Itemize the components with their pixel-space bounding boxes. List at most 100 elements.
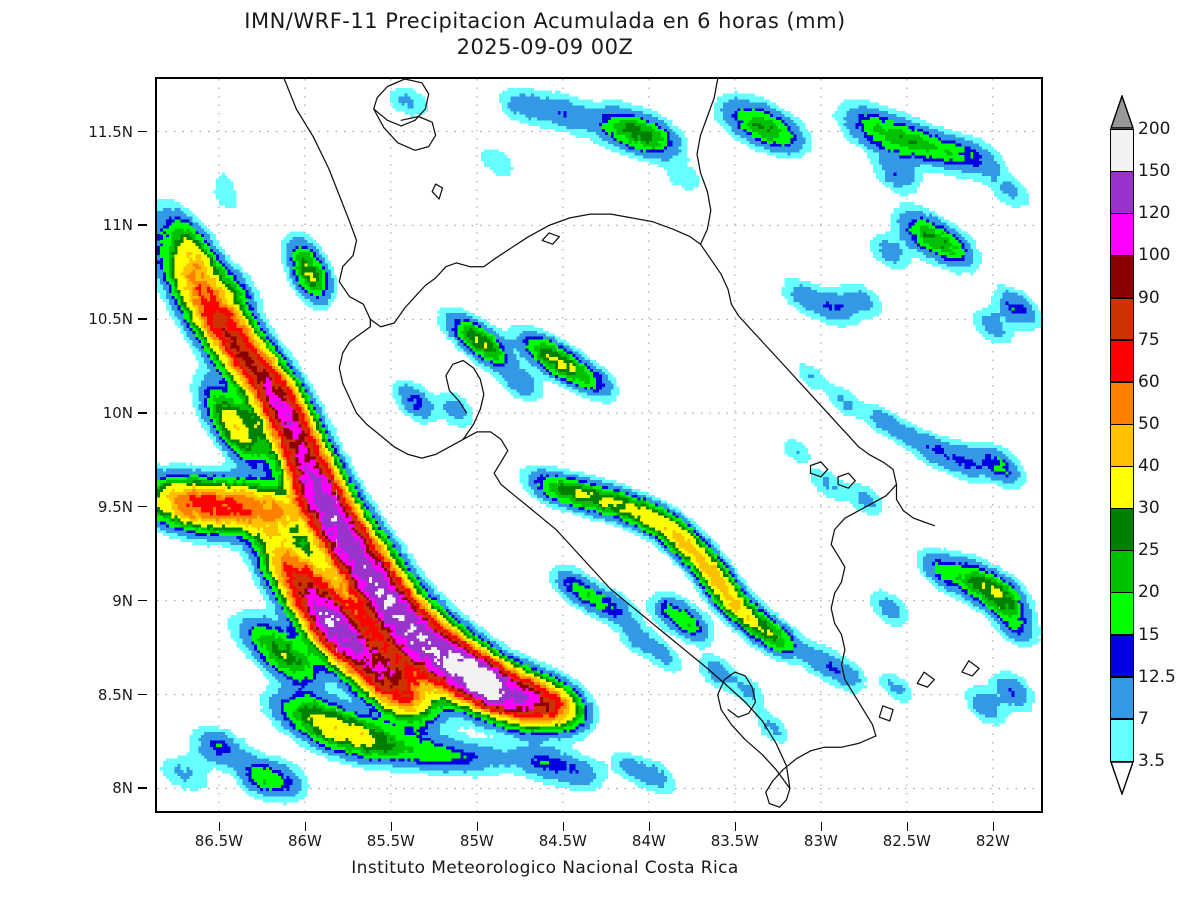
colorbar-over-arrow: [1110, 93, 1134, 129]
x-axis-tick-label: 85W: [459, 832, 494, 850]
y-axis-tick-mark: [138, 599, 147, 602]
precipitation-field: [157, 79, 1041, 811]
colorbar-tick-label: 30: [1138, 498, 1160, 519]
colorbar-segment: [1110, 676, 1134, 720]
y-axis-tick-label: 10.5N: [88, 310, 133, 329]
colorbar-tick-label: 150: [1138, 161, 1171, 182]
colorbar-segment: [1110, 213, 1134, 256]
y-axis-tick-mark: [138, 224, 147, 226]
coastline-segment: [961, 660, 980, 677]
x-axis-tick-label: 86W: [287, 832, 322, 850]
y-axis-labels: 11.5N 11N 10.5N 10N 9.5N 9N 8.5N 8N: [0, 77, 147, 813]
y-axis-tick-label: 9N: [112, 591, 133, 610]
colorbar-segment: [1110, 297, 1134, 341]
colorbar-tick-label: 200: [1138, 119, 1171, 139]
y-axis-tick-label: 11.5N: [88, 122, 133, 141]
title-line-2: 2025-09-09 00Z: [456, 35, 634, 59]
coastline-segment: [541, 232, 561, 245]
y-axis-tick-label: 9.5N: [97, 497, 133, 516]
x-axis-tick-mark: [562, 822, 565, 831]
x-axis-tick-label: 84.5W: [538, 832, 587, 850]
precip-band: [263, 377, 541, 712]
colorbar-segment: [1110, 171, 1134, 214]
coastline-segment: [699, 243, 936, 527]
title-line-1: IMN/WRF-11 Precipitacion Acumulada en 6 …: [244, 9, 846, 33]
coastline-segment: [809, 461, 829, 478]
precip-band: [165, 251, 750, 736]
x-axis-tick-mark: [648, 822, 651, 831]
coastline-segment: [765, 735, 877, 808]
y-axis-tick-mark: [138, 505, 147, 508]
coastline-segment: [878, 705, 894, 722]
colorbar-tick-label: 40: [1138, 456, 1160, 477]
colorbar-segment: [1110, 129, 1134, 172]
precip-band: [221, 327, 549, 712]
coastline-segment: [373, 108, 437, 151]
colorbar-segment: [1110, 339, 1134, 383]
colorbar-segment: [1110, 423, 1134, 467]
y-axis-tick-label: 8.5N: [97, 685, 133, 704]
colorbar-tick-label: 3.5: [1138, 751, 1166, 771]
x-axis-tick-label: 83W: [803, 832, 838, 850]
coastline-segment: [462, 431, 791, 790]
colorbar-tick-label: 20: [1138, 582, 1160, 603]
y-axis-tick-label: 10N: [102, 404, 133, 423]
x-axis-tick-label: 86.5W: [194, 832, 244, 850]
coastline-segment: [283, 79, 371, 320]
colorbar-segment: [1110, 255, 1134, 299]
coastline-segment: [338, 318, 464, 459]
y-axis-tick-label: 11N: [102, 216, 133, 235]
x-axis-tick-mark: [734, 822, 737, 831]
colorbar-tick-label: 25: [1138, 540, 1160, 561]
coastline-segment: [837, 472, 856, 489]
coastline-borders: [283, 79, 980, 808]
colorbar-segment: [1110, 718, 1134, 762]
x-axis-tick-mark: [390, 822, 393, 831]
y-axis-tick-mark: [138, 693, 147, 696]
colorbar-segment: [1110, 634, 1134, 678]
x-axis-tick-mark: [476, 822, 479, 831]
coastline-segment: [373, 79, 430, 127]
coastline-segment: [717, 671, 791, 790]
precip-band: [319, 515, 505, 701]
colorbar-tick-label: 60: [1138, 371, 1160, 392]
coastline-segment: [445, 359, 485, 441]
precipitation-contours: [157, 87, 1041, 806]
coastline-segment: [830, 483, 898, 737]
colorbar-tick-label: 12.5: [1138, 666, 1176, 687]
colorbar: 3.5 7 12.5 15 20 25 30 40 50 60 75 90 100 120 150 200: [1110, 93, 1176, 797]
precip-band: [157, 237, 1003, 747]
coastline-segment: [916, 671, 936, 688]
colorbar-tick-label: 100: [1138, 245, 1171, 266]
x-axis-tick-mark: [218, 822, 221, 831]
x-axis-tick-label: 84W: [631, 832, 666, 850]
precip-band: [212, 310, 555, 715]
y-axis-tick-mark: [138, 318, 147, 320]
precip-band: [274, 401, 529, 704]
precip-band: [186, 283, 564, 718]
y-axis-tick-label: 8N: [112, 779, 133, 798]
colorbar-tick-label: 90: [1138, 287, 1160, 308]
colorbar-tick-label: 15: [1138, 624, 1160, 645]
x-axis-tick-mark: [906, 822, 909, 831]
x-axis-tick-mark: [304, 822, 307, 831]
figure-title: IMN/WRF-11 Precipitacion Acumulada en 6 …: [0, 8, 1090, 60]
colorbar-tick-label: 50: [1138, 413, 1160, 434]
y-axis-tick-mark: [138, 412, 147, 414]
y-axis-tick-mark: [138, 787, 147, 789]
x-axis-tick-label: 82W: [975, 832, 1010, 850]
colorbar-segment: [1110, 508, 1134, 551]
coastline-segment: [696, 79, 719, 245]
colorbar-segment: [1110, 550, 1134, 594]
coastline-segment: [431, 183, 444, 200]
colorbar-tick-label: 120: [1138, 203, 1171, 224]
colorbar-segment: [1110, 381, 1134, 425]
colorbar-under-arrow: [1110, 761, 1134, 797]
figure-footer: Instituto Meteorologico Nacional Costa R…: [351, 858, 739, 878]
colorbar-segment: [1110, 592, 1134, 636]
x-axis-tick-label: 83.5W: [710, 832, 759, 850]
map-plot-area: [155, 77, 1043, 813]
x-axis-tick-mark: [992, 822, 995, 831]
colorbar-segment: [1110, 466, 1134, 509]
